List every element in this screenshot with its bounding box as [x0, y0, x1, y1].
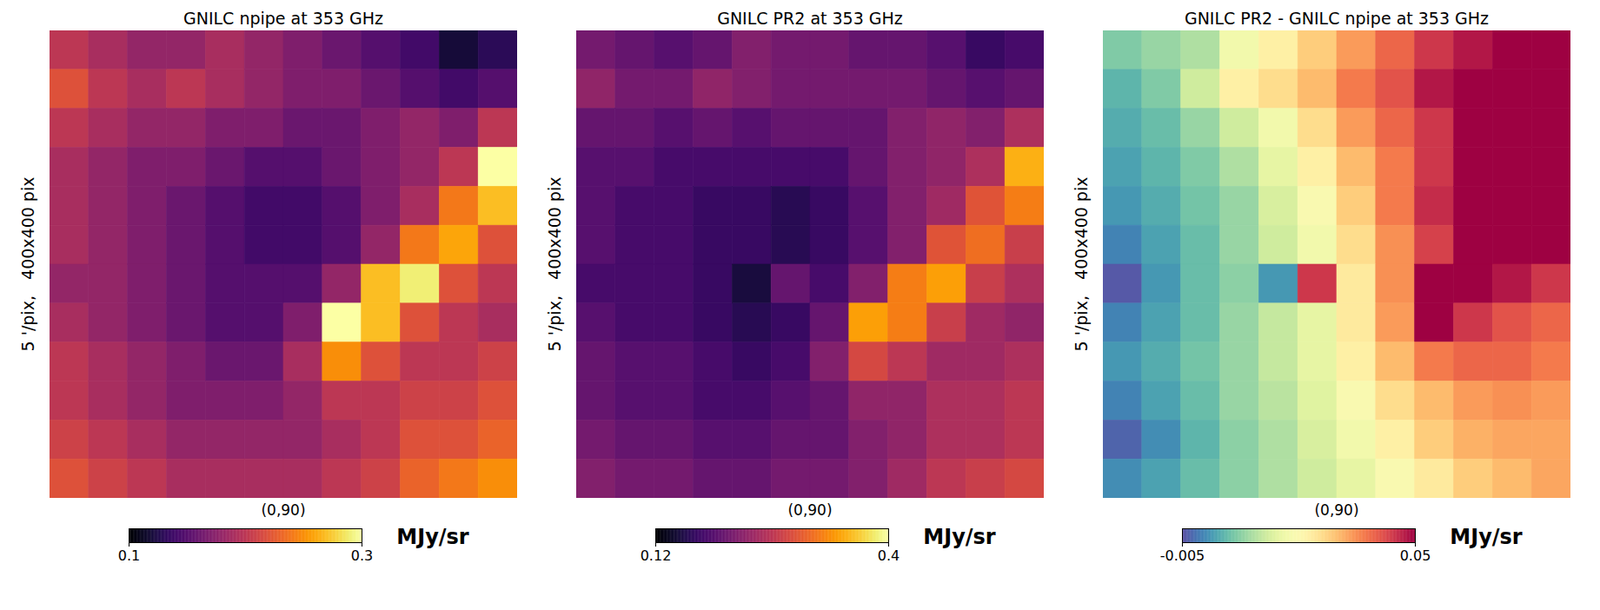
html-text:MJy/sr: MJy/sr	[923, 524, 996, 550]
html-text:5 '/pix, 400x400 pix: 5 '/pix, 400x400 pix	[18, 176, 38, 352]
html-text:(0,90): (0,90)	[787, 501, 833, 519]
html-text:GNILC npipe at 353 GHz: GNILC npipe at 353 GHz	[183, 8, 384, 28]
svg-text:0.3: 0.3	[351, 547, 373, 565]
html-text:(0,90): (0,90)	[261, 501, 306, 519]
svg-text:-0.005: -0.005	[1160, 547, 1206, 565]
html-text:GNILC PR2 - GNILC npipe at 353: GNILC PR2 - GNILC npipe at 353 GHz	[1184, 8, 1489, 28]
html-text:5 '/pix, 400x400 pix: 5 '/pix, 400x400 pix	[1071, 176, 1091, 352]
html-text:5 '/pix, 400x400 pix: 5 '/pix, 400x400 pix	[544, 176, 565, 352]
html-text:GNILC PR2 at 353 GHz: GNILC PR2 at 353 GHz	[717, 8, 903, 28]
svg-text:0.1: 0.1	[118, 547, 140, 565]
svg-text:0.12: 0.12	[640, 547, 672, 565]
html-text:MJy/sr: MJy/sr	[1449, 524, 1523, 550]
svg-text:0.4: 0.4	[877, 547, 900, 565]
svg-text:0.05: 0.05	[1400, 547, 1432, 565]
html-text:MJy/sr: MJy/sr	[396, 524, 470, 550]
html-text:(0,90): (0,90)	[1314, 501, 1359, 519]
